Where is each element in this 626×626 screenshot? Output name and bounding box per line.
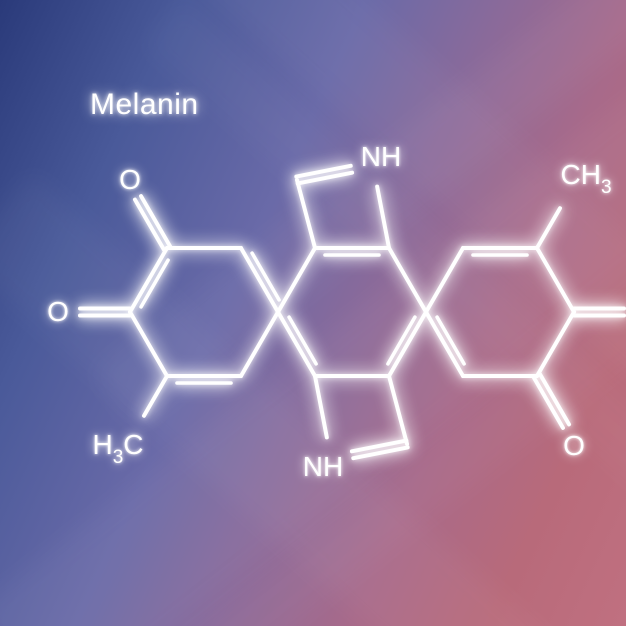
figure-root: Melanin OOH3COOCH3NHNH [0,0,626,626]
atom-label: O [119,164,141,196]
atom-label: O [47,296,69,328]
atom-label: O [563,430,585,462]
compound-title: Melanin [90,88,199,122]
atom-label: H3C [92,429,143,467]
atom-label: NH [361,141,401,173]
atom-label: CH3 [560,159,611,197]
atom-label: NH [303,451,343,483]
